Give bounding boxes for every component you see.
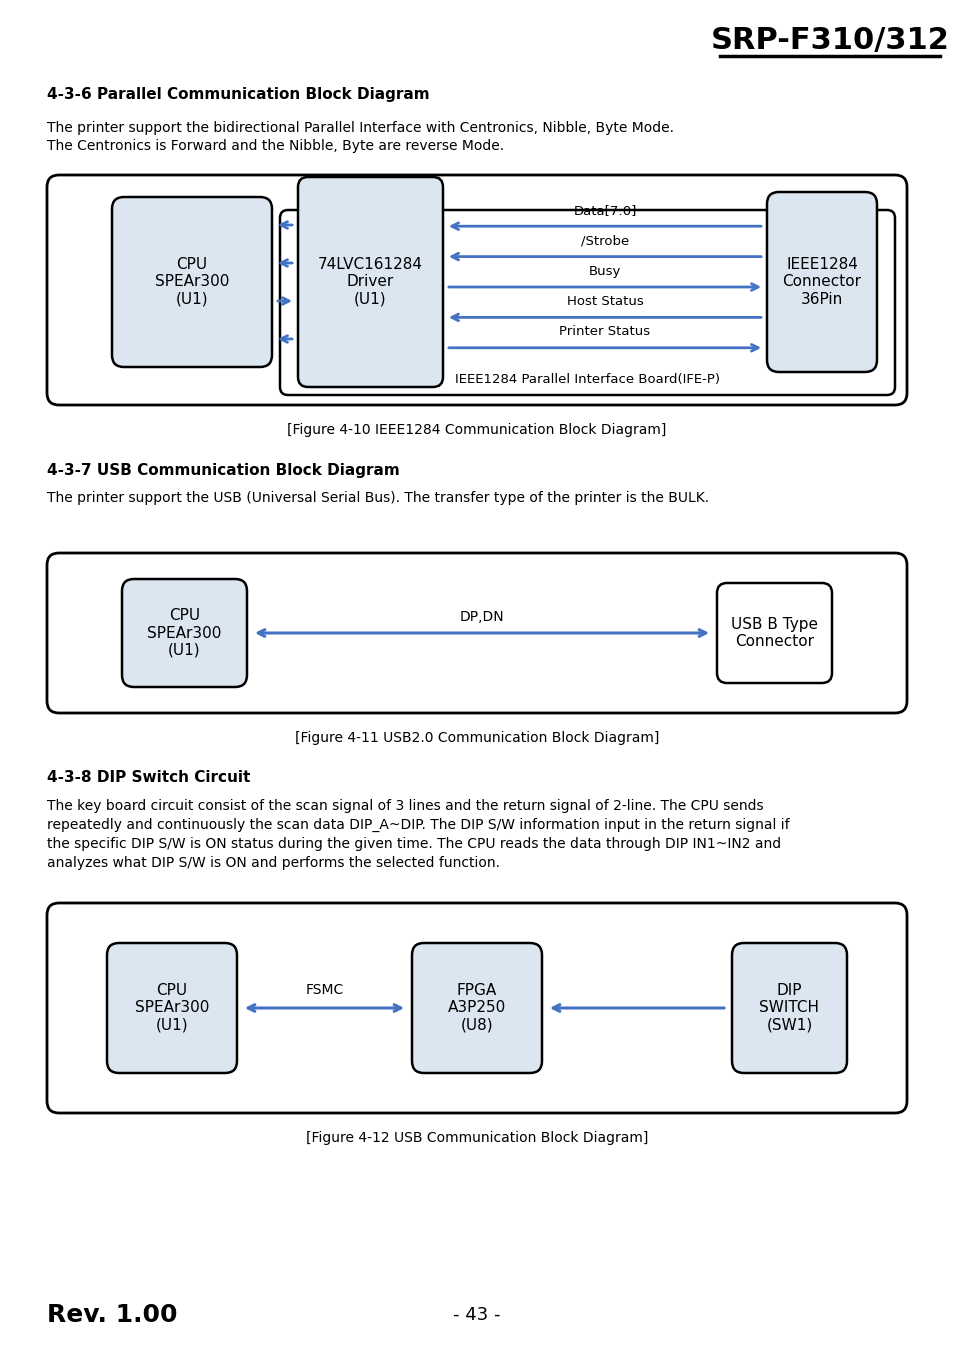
FancyBboxPatch shape [280,211,894,396]
Text: Busy: Busy [588,265,620,278]
Text: (SW1): (SW1) [765,1018,812,1033]
Text: A3P250: A3P250 [447,1000,506,1015]
Text: SRP-F310/312: SRP-F310/312 [710,26,948,54]
FancyBboxPatch shape [766,192,876,373]
Text: Host Status: Host Status [566,294,642,308]
Text: (U8): (U8) [460,1018,493,1033]
Text: IEEE1284 Parallel Interface Board(IFE-P): IEEE1284 Parallel Interface Board(IFE-P) [455,373,720,386]
Text: CPU: CPU [176,258,208,273]
Text: The printer support the USB (Universal Serial Bus). The transfer type of the pri: The printer support the USB (Universal S… [47,491,708,505]
Text: [Figure 4-12 USB Communication Block Diagram]: [Figure 4-12 USB Communication Block Dia… [306,1131,647,1145]
Text: FSMC: FSMC [305,983,343,998]
Text: CPU: CPU [156,983,188,999]
Text: SPEAr300: SPEAr300 [134,1000,209,1015]
FancyBboxPatch shape [107,944,236,1073]
Text: repeatedly and continuously the scan data DIP_A~DIP. The DIP S/W information inp: repeatedly and continuously the scan dat… [47,818,789,832]
Text: CPU: CPU [169,609,200,624]
Text: USB B Type: USB B Type [730,617,817,632]
FancyBboxPatch shape [47,554,906,713]
Text: - 43 -: - 43 - [453,1305,500,1324]
Text: 74LVC161284: 74LVC161284 [317,258,422,273]
Text: 4-3-6 Parallel Communication Block Diagram: 4-3-6 Parallel Communication Block Diagr… [47,88,429,103]
Text: (U1): (U1) [168,643,200,657]
Text: Connector: Connector [781,274,861,289]
Text: [Figure 4-10 IEEE1284 Communication Block Diagram]: [Figure 4-10 IEEE1284 Communication Bloc… [287,423,666,437]
Text: [Figure 4-11 USB2.0 Communication Block Diagram]: [Figure 4-11 USB2.0 Communication Block … [294,730,659,745]
Text: The printer support the bidirectional Parallel Interface with Centronics, Nibble: The printer support the bidirectional Pa… [47,122,673,135]
Text: (U1): (U1) [175,292,208,306]
Text: IEEE1284: IEEE1284 [785,258,857,273]
FancyBboxPatch shape [412,944,541,1073]
FancyBboxPatch shape [112,197,272,367]
Text: Driver: Driver [347,274,394,289]
Text: SWITCH: SWITCH [759,1000,819,1015]
Text: 4-3-8 DIP Switch Circuit: 4-3-8 DIP Switch Circuit [47,771,250,786]
Text: (U1): (U1) [354,292,386,306]
Text: The key board circuit consist of the scan signal of 3 lines and the return signa: The key board circuit consist of the sca… [47,799,762,813]
Text: Data[7:0]: Data[7:0] [573,204,636,217]
Text: SPEAr300: SPEAr300 [154,274,229,289]
FancyBboxPatch shape [122,579,247,687]
FancyBboxPatch shape [717,583,831,683]
Text: /Strobe: /Strobe [580,234,628,247]
Text: DP,DN: DP,DN [459,610,504,624]
Text: SPEAr300: SPEAr300 [147,625,221,640]
Text: the specific DIP S/W is ON status during the given time. The CPU reads the data : the specific DIP S/W is ON status during… [47,837,781,850]
Text: Connector: Connector [734,634,813,649]
FancyBboxPatch shape [297,177,442,387]
FancyBboxPatch shape [47,176,906,405]
Text: 4-3-7 USB Communication Block Diagram: 4-3-7 USB Communication Block Diagram [47,463,399,478]
Text: Rev. 1.00: Rev. 1.00 [47,1303,177,1327]
Text: analyzes what DIP S/W is ON and performs the selected function.: analyzes what DIP S/W is ON and performs… [47,856,499,869]
FancyBboxPatch shape [731,944,846,1073]
FancyBboxPatch shape [47,903,906,1112]
Text: The Centronics is Forward and the Nibble, Byte are reverse Mode.: The Centronics is Forward and the Nibble… [47,139,503,153]
Text: (U1): (U1) [155,1018,188,1033]
Text: DIP: DIP [776,983,801,999]
Text: FPGA: FPGA [456,983,497,999]
Text: 36Pin: 36Pin [800,292,842,306]
Text: Printer Status: Printer Status [558,325,650,339]
